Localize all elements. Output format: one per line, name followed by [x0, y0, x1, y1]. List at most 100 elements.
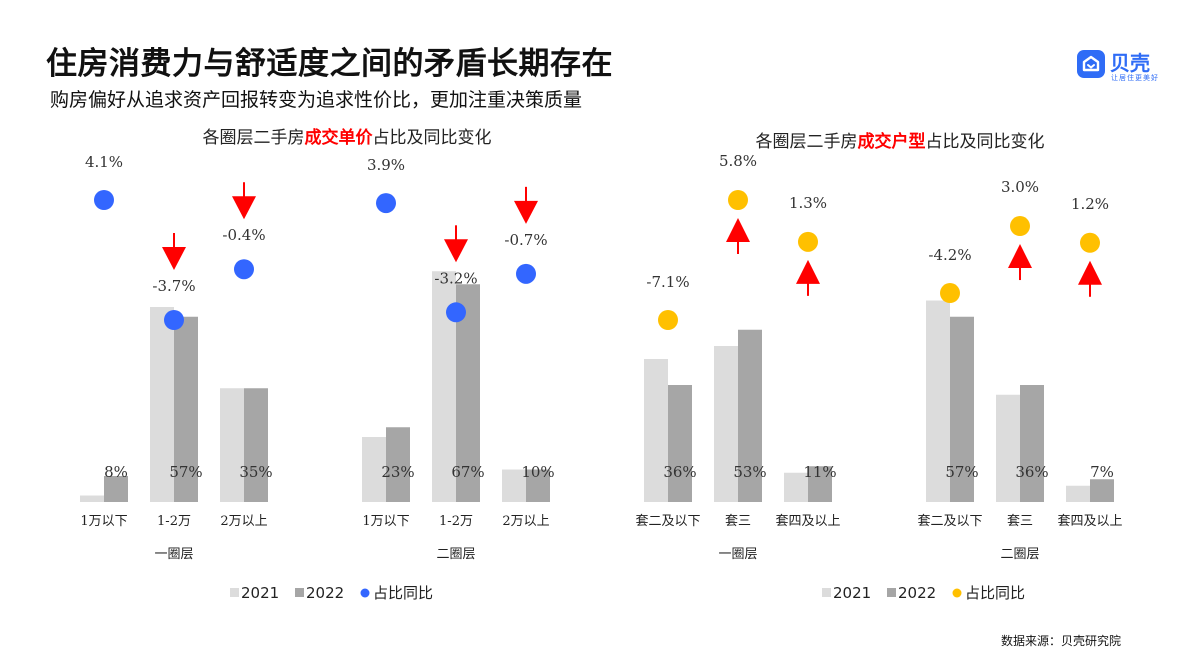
chart-title: 各圈层二手房成交户型占比及同比变化: [756, 131, 1045, 152]
legend-swatch-2022: [887, 588, 896, 597]
yoy-dot: [1080, 232, 1100, 253]
yoy-dot: [940, 283, 960, 304]
yoy-label: -7.1%: [646, 273, 689, 291]
bar-2022: [104, 476, 128, 502]
bar-value-label: 36%: [663, 463, 696, 481]
yoy-dot: [94, 190, 114, 210]
beike-logo: 贝壳 让居住更美好: [1077, 47, 1159, 83]
bar-value-label: 11%: [803, 463, 836, 481]
yoy-dot: [728, 190, 748, 210]
yoy-dot: [376, 193, 396, 214]
group-label: 二圈层: [436, 547, 475, 562]
yoy-label: 3.0%: [1001, 178, 1039, 196]
legend-label-2021: 2021: [833, 584, 871, 602]
logo-text: 贝壳: [1110, 51, 1150, 75]
legend-label-2021: 2021: [241, 584, 279, 602]
bar-2021: [502, 469, 526, 502]
legend-swatch-2021: [822, 588, 831, 597]
yoy-label: 4.1%: [85, 153, 123, 171]
bar-2022: [244, 388, 268, 502]
yoy-label: 5.8%: [719, 152, 757, 170]
yoy-label: -0.7%: [504, 231, 547, 249]
bar-2022: [738, 329, 762, 502]
data-source: 数据来源：贝壳研究院: [1000, 634, 1121, 648]
bar-2021: [644, 359, 668, 502]
category-label: 套四及以上: [1057, 513, 1122, 529]
legend-swatch-2022: [295, 588, 304, 597]
category-label: 1万以下: [80, 514, 127, 529]
chart-title-part: 占比及同比变化: [373, 128, 492, 148]
category-label: 1-2万: [157, 514, 191, 529]
category-label: 套二及以下: [917, 513, 982, 529]
bar-2022: [1090, 479, 1114, 502]
yoy-dot: [446, 302, 466, 323]
category-label: 套三: [725, 513, 751, 529]
bar-value-label: 8%: [104, 463, 128, 481]
beike-logo-icon: [1077, 50, 1105, 78]
yoy-dot: [516, 263, 536, 284]
yoy-label: -0.4%: [222, 226, 265, 244]
category-label: 1-2万: [439, 514, 473, 529]
bar-2021: [80, 495, 104, 502]
up-arrow-icon: [726, 218, 750, 242]
legend-swatch-2021: [230, 588, 239, 597]
down-arrow-icon: [162, 247, 186, 270]
bar-2021: [784, 472, 808, 502]
yoy-label: -4.2%: [928, 246, 971, 264]
bar-2021: [1066, 485, 1090, 502]
bar-value-label: 23%: [381, 463, 414, 481]
category-label: 1万以下: [362, 514, 409, 529]
bar-2022: [808, 466, 832, 502]
bar-2021: [150, 307, 174, 502]
bar-value-label: 53%: [733, 463, 766, 481]
bar-2022: [1020, 385, 1044, 502]
bar-2022: [174, 316, 198, 502]
legend-label-2022: 2022: [306, 584, 344, 602]
category-label: 套三: [1007, 513, 1033, 529]
bar-2022: [668, 385, 692, 502]
bar-value-label: 57%: [945, 463, 978, 481]
bar-2021: [220, 388, 244, 502]
down-arrow-icon: [444, 239, 468, 263]
bar-value-label: 10%: [521, 463, 554, 481]
bar-value-label: 7%: [1090, 463, 1114, 481]
chart-title-highlight: 成交单价: [305, 127, 374, 148]
down-arrow-icon: [514, 200, 538, 224]
page-title: 住房消费力与舒适度之间的矛盾长期存在: [46, 46, 613, 82]
up-arrow-icon: [796, 259, 820, 284]
legend-swatch-yoy: [360, 588, 370, 598]
group-label: 一圈层: [154, 547, 193, 562]
bar-2022: [526, 469, 550, 502]
yoy-dot: [1010, 216, 1030, 237]
down-arrow-icon: [232, 196, 256, 220]
yoy-dot: [234, 259, 254, 280]
yoy-label: -3.2%: [434, 269, 477, 287]
yoy-label: 3.9%: [367, 156, 405, 174]
legend-label-yoy: 占比同比: [965, 584, 1025, 602]
bar-2022: [950, 316, 974, 502]
chart-title-part: 占比及同比变化: [926, 132, 1045, 152]
category-label: 套二及以下: [635, 513, 700, 529]
bar-2021: [714, 346, 738, 502]
yoy-label: 1.3%: [789, 194, 827, 212]
bar-2022: [386, 427, 410, 502]
category-label: 2万以上: [502, 514, 549, 529]
yoy-dot: [658, 310, 678, 330]
up-arrow-icon: [1078, 260, 1102, 285]
logo-slogan: 让居住更美好: [1111, 74, 1159, 82]
bar-value-label: 57%: [169, 463, 202, 481]
legend-label-yoy: 占比同比: [373, 584, 433, 602]
bar-2021: [926, 300, 950, 502]
legend-swatch-yoy: [952, 588, 962, 598]
legend-label-2022: 2022: [898, 584, 936, 602]
yoy-label: 1.2%: [1071, 195, 1109, 213]
chart-title-highlight: 成交户型: [858, 131, 926, 152]
yoy-label: -3.7%: [152, 277, 195, 295]
up-arrow-icon: [1008, 244, 1032, 269]
group-label: 一圈层: [718, 547, 757, 562]
category-label: 2万以上: [220, 514, 267, 529]
chart-title-part: 各圈层二手房: [203, 128, 305, 148]
yoy-dot: [164, 310, 184, 330]
bar-value-label: 35%: [239, 463, 272, 481]
